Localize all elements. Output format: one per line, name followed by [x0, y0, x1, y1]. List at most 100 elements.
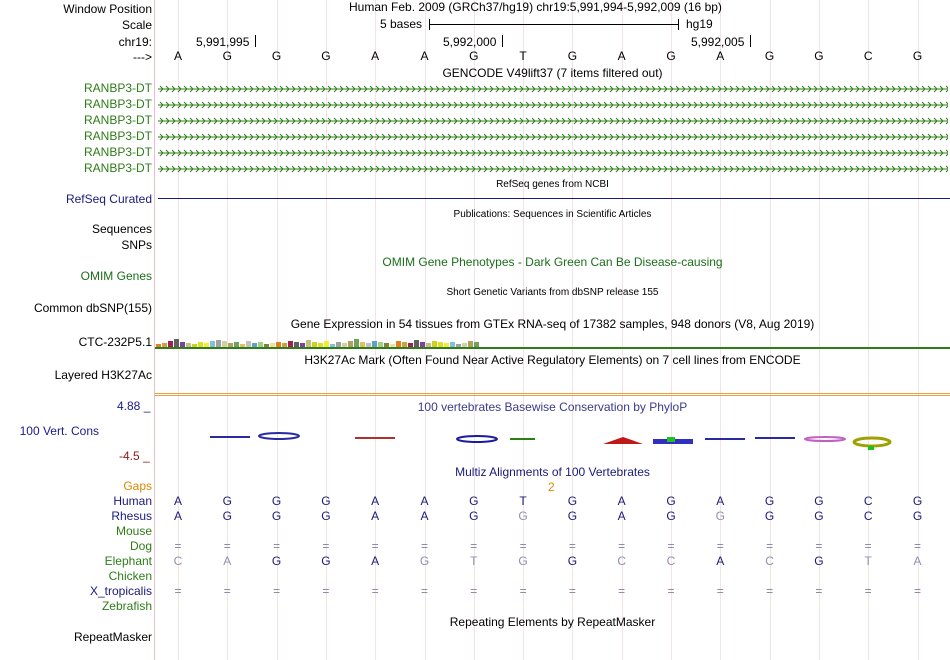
gtex-title[interactable]: Gene Expression in 54 tissues from GTEx …	[290, 317, 815, 331]
gencode-transcript[interactable]	[158, 164, 948, 174]
species-label[interactable]: Chicken	[108, 569, 152, 583]
gtex-label[interactable]: CTC-232P5.1	[78, 335, 152, 349]
gencode-title[interactable]: GENCODE V49lift37 (7 items filtered out)	[442, 66, 663, 80]
gtex-tissue-bar[interactable]	[426, 343, 431, 347]
gencode-transcript[interactable]	[158, 116, 948, 126]
gtex-tissue-bar[interactable]	[360, 342, 365, 347]
species-label[interactable]: Zebrafish	[101, 599, 152, 613]
gtex-tissue-bar[interactable]	[186, 343, 191, 347]
gtex-tissue-bar[interactable]	[282, 343, 287, 347]
gtex-tissue-bar[interactable]	[342, 343, 347, 347]
gencode-transcript[interactable]	[158, 148, 948, 158]
snps-label[interactable]: SNPs	[121, 238, 152, 252]
dbsnp-label[interactable]: Common dbSNP(155)	[33, 301, 152, 315]
gtex-tissue-bar[interactable]	[210, 341, 215, 347]
gtex-tissue-bar[interactable]	[390, 344, 395, 347]
gtex-tissue-bar[interactable]	[432, 341, 437, 347]
gtex-tissue-bar[interactable]	[216, 340, 221, 347]
publications-title[interactable]: Publications: Sequences in Scientific Ar…	[453, 209, 652, 220]
gtex-tissue-bar[interactable]	[198, 342, 203, 347]
dbsnp-title[interactable]: Short Genetic Variants from dbSNP releas…	[446, 287, 659, 298]
gtex-tissue-bar[interactable]	[258, 342, 263, 347]
gencode-transcript[interactable]	[158, 84, 948, 94]
gtex-tissue-bar[interactable]	[456, 344, 461, 347]
conservation-logo[interactable]	[155, 425, 950, 453]
h3k27ac-label[interactable]: Layered H3K27Ac	[54, 368, 152, 382]
gencode-transcript[interactable]	[158, 132, 948, 142]
gtex-tissue-bar[interactable]	[378, 342, 383, 347]
gtex-tissue-bar[interactable]	[240, 344, 245, 347]
gencode-item-label[interactable]: RANBP3-DT	[83, 81, 152, 95]
gtex-tissue-bar[interactable]	[348, 341, 353, 347]
gtex-tissue-bar[interactable]	[270, 343, 275, 347]
omim-title[interactable]: OMIM Gene Phenotypes - Dark Green Can Be…	[382, 255, 723, 269]
omim-label[interactable]: OMIM Genes	[80, 269, 152, 283]
gtex-tissue-bar[interactable]	[324, 341, 329, 347]
gencode-item-label[interactable]: RANBP3-DT	[83, 161, 152, 175]
gtex-tissue-bar[interactable]	[366, 343, 371, 347]
gtex-tissue-bar[interactable]	[384, 343, 389, 347]
gtex-tissue-bar[interactable]	[168, 341, 173, 347]
repeatmasker-label[interactable]: RepeatMasker	[73, 630, 152, 644]
publications-label[interactable]: Sequences	[91, 222, 152, 236]
gtex-tissue-bar[interactable]	[462, 343, 467, 347]
gtex-tissue-bar[interactable]	[474, 342, 479, 347]
species-label[interactable]: Rhesus	[111, 509, 152, 523]
species-label[interactable]: Elephant	[104, 554, 152, 568]
gencode-item-label[interactable]: RANBP3-DT	[83, 113, 152, 127]
base-letter: A	[420, 49, 429, 63]
gtex-tissue-bar[interactable]	[222, 341, 227, 347]
gtex-tissue-bar[interactable]	[204, 343, 209, 347]
gtex-tissue-bar[interactable]	[294, 342, 299, 347]
gtex-tissue-bar[interactable]	[438, 342, 443, 347]
gencode-item-label[interactable]: RANBP3-DT	[83, 97, 152, 111]
gtex-tissue-bar[interactable]	[192, 344, 197, 347]
gtex-tissue-bar[interactable]	[312, 342, 317, 347]
gtex-tissue-bar[interactable]	[246, 341, 251, 347]
species-label[interactable]: Mouse	[115, 524, 152, 538]
alignment-base: =	[420, 539, 428, 553]
gtex-tissue-bar[interactable]	[414, 340, 419, 347]
gtex-tissue-bar[interactable]	[156, 344, 161, 347]
alignment-base: =	[568, 539, 576, 553]
conservation-label[interactable]: 100 Vert. Cons	[19, 424, 99, 438]
gtex-tissue-bar[interactable]	[174, 339, 179, 347]
refseq-gene-line[interactable]	[158, 198, 950, 199]
repeatmasker-title[interactable]: Repeating Elements by RepeatMasker	[449, 615, 656, 629]
species-label[interactable]: Human	[113, 494, 152, 508]
gencode-item-label[interactable]: RANBP3-DT	[83, 129, 152, 143]
gtex-tissue-bar[interactable]	[234, 342, 239, 347]
gtex-tissue-bar[interactable]	[408, 343, 413, 347]
conservation-title[interactable]: 100 vertebrates Basewise Conservation by…	[417, 400, 688, 414]
gencode-transcript[interactable]	[158, 100, 948, 110]
gtex-tissue-bar[interactable]	[306, 340, 311, 347]
refseq-title[interactable]: RefSeq genes from NCBI	[496, 179, 609, 190]
gtex-tissue-bar[interactable]	[318, 343, 323, 347]
gtex-tissue-bar[interactable]	[444, 343, 449, 347]
position-text[interactable]: Human Feb. 2009 (GRCh37/hg19) chr19:5,99…	[349, 0, 722, 14]
gtex-tissue-bar[interactable]	[468, 341, 473, 347]
gtex-tissue-bar[interactable]	[354, 339, 359, 347]
gtex-tissue-bar[interactable]	[420, 342, 425, 347]
gtex-tissue-bar[interactable]	[276, 342, 281, 347]
refseq-label[interactable]: RefSeq Curated	[65, 192, 152, 206]
gtex-tissue-bar[interactable]	[162, 343, 167, 347]
gtex-tissue-bar[interactable]	[450, 342, 455, 347]
gtex-tissue-bar[interactable]	[228, 343, 233, 347]
gtex-tissue-bar[interactable]	[372, 341, 377, 347]
gtex-tissue-bar[interactable]	[264, 344, 269, 347]
gtex-tissue-bar[interactable]	[336, 342, 341, 347]
h3k27ac-title[interactable]: H3K27Ac Mark (Often Found Near Active Re…	[304, 353, 801, 367]
alignment-base: G	[814, 554, 824, 568]
species-label[interactable]: X_tropicalis	[89, 584, 152, 598]
gtex-tissue-bar[interactable]	[288, 341, 293, 347]
multiz-title[interactable]: Multiz Alignments of 100 Vertebrates	[455, 465, 650, 479]
species-label[interactable]: Dog	[129, 539, 152, 553]
gtex-tissue-bar[interactable]	[330, 344, 335, 347]
gtex-tissue-bar[interactable]	[402, 342, 407, 347]
gtex-tissue-bar[interactable]	[300, 343, 305, 347]
gencode-item-label[interactable]: RANBP3-DT	[83, 145, 152, 159]
gtex-tissue-bar[interactable]	[396, 341, 401, 347]
gtex-tissue-bar[interactable]	[180, 342, 185, 347]
gtex-tissue-bar[interactable]	[252, 343, 257, 347]
